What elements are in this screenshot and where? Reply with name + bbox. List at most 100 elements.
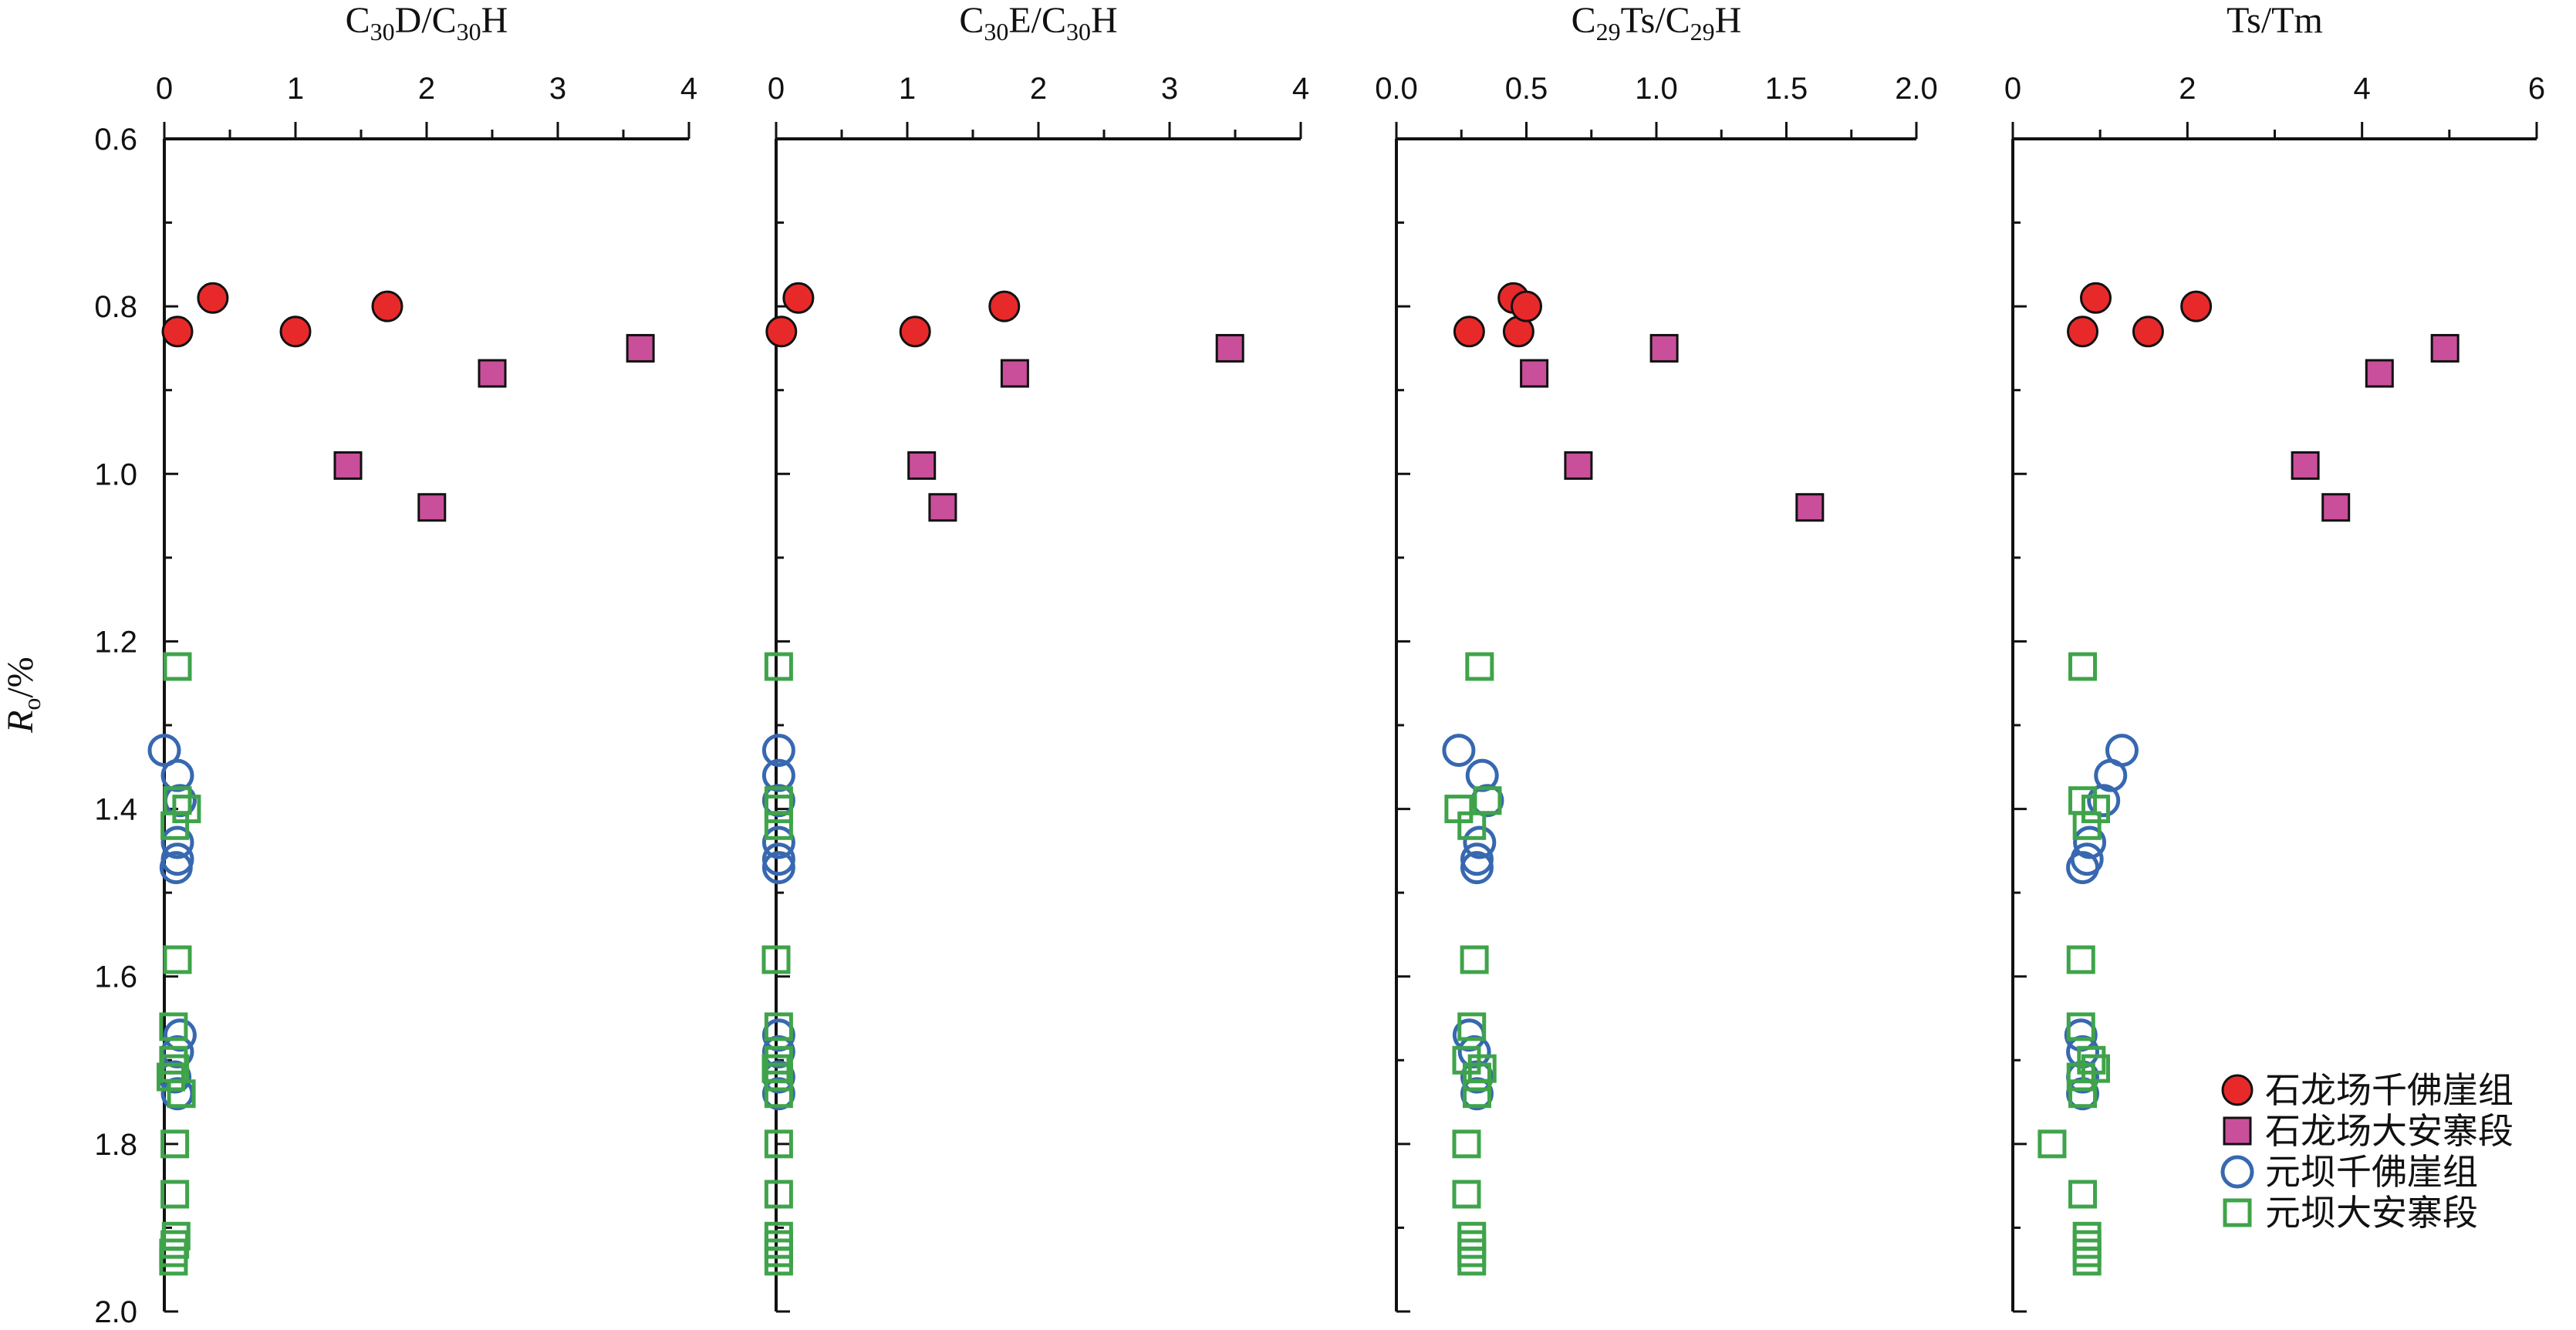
panel-title-part: 30 (1066, 18, 1091, 46)
x-tick-label: 2 (1030, 72, 1047, 106)
data-point (163, 945, 192, 974)
y-axis-label-sub: o (18, 698, 46, 711)
data-point (1511, 290, 1542, 322)
panel-title-part: 30 (370, 18, 395, 46)
data-point (1452, 1045, 1481, 1075)
legend-marker (2221, 1074, 2254, 1106)
data-point (764, 652, 793, 681)
data-point (1452, 1129, 1481, 1159)
x-tick-label: 0 (2004, 72, 2021, 106)
legend-item: 石龙场千佛崖组 (2221, 1069, 2514, 1111)
data-point (626, 333, 655, 363)
data-point (333, 451, 363, 480)
data-point (2073, 825, 2107, 859)
legend-label: 元坝大安寨段 (2265, 1192, 2478, 1234)
data-point (761, 842, 795, 876)
data-point (159, 1012, 188, 1041)
data-point (782, 282, 815, 314)
data-point (160, 1230, 190, 1259)
data-point (2072, 1221, 2102, 1251)
x-tick-label: 1.0 (1635, 72, 1678, 106)
data-point (765, 316, 798, 348)
x-tick-label: 4 (1292, 72, 1309, 106)
data-point (2291, 451, 2320, 480)
y-tick-label: 1.2 (94, 625, 137, 659)
data-point (1795, 493, 1825, 522)
data-point (761, 945, 791, 974)
y-tick-label: 1.0 (94, 457, 137, 491)
data-point (1457, 1238, 1487, 1268)
data-point (899, 316, 931, 348)
data-point (2081, 795, 2111, 824)
panel-title-part: H (1091, 0, 1118, 41)
data-point (988, 290, 1021, 322)
data-point (1460, 945, 1489, 974)
data-point (907, 451, 937, 480)
data-point (1457, 1230, 1487, 1259)
x-tick-label: 4 (2354, 72, 2371, 106)
data-point (2067, 316, 2099, 348)
panel-title-part: 29 (1690, 18, 1715, 46)
panel-title: Ts/Tm (2227, 0, 2323, 41)
data-point (1000, 359, 1029, 388)
legend-label: 元坝千佛崖组 (2265, 1151, 2478, 1193)
data-point (2080, 282, 2112, 314)
data-point (159, 1247, 188, 1276)
x-tick-label: 3 (549, 72, 566, 106)
data-point (1465, 652, 1494, 681)
data-point (197, 282, 229, 314)
x-tick-label: 1.5 (1765, 72, 1808, 106)
legend-item: 元坝大安寨段 (2223, 1192, 2478, 1234)
data-point (2094, 758, 2128, 792)
data-point (1215, 333, 1244, 363)
legend-label: 石龙场千佛崖组 (2265, 1069, 2514, 1111)
data-point (1452, 1180, 1481, 1209)
data-point (928, 493, 957, 522)
y-tick-label: 2.0 (94, 1295, 137, 1329)
x-tick-label: 2 (2179, 72, 2196, 106)
x-tick-label: 1 (899, 72, 916, 106)
y-tick-label: 0.8 (94, 290, 137, 324)
data-point (764, 1045, 793, 1075)
y-tick-label: 1.8 (94, 1128, 137, 1162)
data-point (2066, 945, 2095, 974)
data-point (761, 734, 795, 768)
panel-title-part: Ts/Tm (2227, 0, 2323, 41)
panel-title-part: H (1715, 0, 1742, 41)
data-point (2072, 811, 2102, 840)
x-tick-label: 0 (768, 72, 785, 106)
panel-title-part: E/C (1008, 0, 1066, 41)
panel-title: C30E/C30H (959, 0, 1117, 46)
data-point (2072, 1238, 2102, 1268)
data-point (279, 316, 312, 348)
x-tick-label: 0 (156, 72, 173, 106)
panel-title: C29Ts/C29H (1572, 0, 1742, 46)
data-point (2132, 316, 2164, 348)
data-point (1462, 1079, 1491, 1109)
data-point (1442, 734, 1476, 768)
data-point (2430, 333, 2460, 363)
legend-item: 石龙场大安寨段 (2223, 1110, 2514, 1152)
data-point (2087, 784, 2121, 818)
data-point (1463, 825, 1497, 859)
svg-text:Ro/%: Ro/% (0, 657, 46, 734)
data-point (147, 734, 181, 768)
legend-label: 石龙场大安寨段 (2265, 1110, 2514, 1152)
x-tick-label: 2.0 (1895, 72, 1938, 106)
y-axis-title: Ro/% (0, 657, 46, 734)
data-point (160, 1129, 190, 1159)
panel-title-part: D/C (395, 0, 457, 41)
data-point (764, 1238, 793, 1268)
y-axis-label-main: R (0, 711, 41, 734)
x-tick-label: 0.5 (1505, 72, 1548, 106)
data-point (764, 1129, 793, 1159)
panel-title-part: 30 (984, 18, 1008, 46)
y-tick-label: 1.6 (94, 960, 137, 994)
panel-title-part: 29 (1596, 18, 1621, 46)
x-tick-label: 3 (1161, 72, 1178, 106)
data-point (2038, 1129, 2067, 1159)
